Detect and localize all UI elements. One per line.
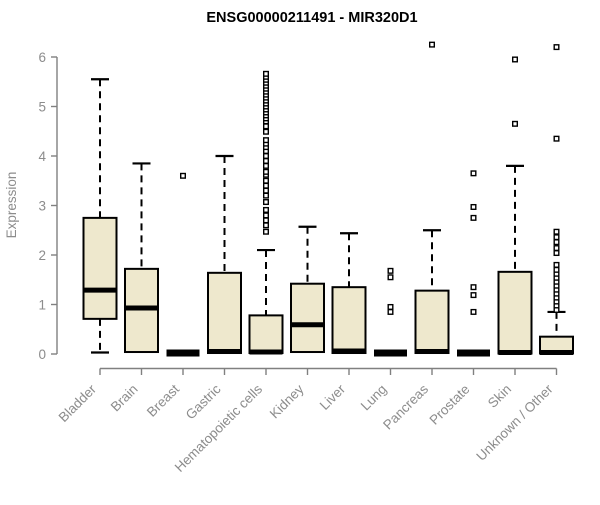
y-tick-label: 3 [38,199,46,214]
x-category-label: Brain [108,382,141,415]
outlier-point [263,157,270,164]
x-category-label: Kidney [267,381,307,421]
outlier-point [387,308,394,315]
x-category-label: Lung [358,382,390,414]
outlier-point [470,203,477,210]
box-rect [497,270,533,355]
outlier-point [387,267,394,274]
x-category-label: Bladder [56,381,100,425]
outlier-point [553,245,560,252]
x-category-label: Prostate [426,382,472,428]
x-category-label: Skin [485,382,514,411]
outlier-point [470,284,477,291]
y-tick-label: 4 [38,149,46,164]
outlier-point [553,44,560,51]
outlier-point [553,261,560,268]
x-category-label: Breast [144,381,182,419]
outlier-point [553,135,560,142]
box-rect [414,289,450,355]
outlier-point [263,217,270,224]
outlier-point [553,266,560,273]
outlier-point [470,170,477,177]
outlier-point [387,303,394,310]
x-category-label: Liver [317,381,349,413]
y-tick-label: 1 [38,298,46,313]
outlier-point [179,172,186,179]
outlier-point [553,228,560,235]
outlier-point [263,70,270,77]
y-axis-label: Expression [4,172,19,239]
outlier-point [429,41,436,48]
box-rect [82,216,118,320]
outlier-point [512,56,519,63]
outlier-point [512,120,519,127]
outlier-point [470,214,477,221]
outlier-point [263,182,270,189]
outlier-point [263,222,270,229]
chart-title: ENSG00000211491 - MIR320D1 [206,10,417,26]
flat-box [166,349,200,357]
y-tick-label: 6 [38,50,46,65]
flat-box [457,349,490,357]
outlier-point [263,192,270,199]
outlier-point [263,228,270,235]
outlier-point [470,292,477,299]
y-tick-label: 0 [38,347,46,362]
box-rect [207,271,242,355]
outlier-point [263,162,270,169]
outlier-point [263,128,270,135]
flat-box [374,349,407,357]
outlier-point [263,177,270,184]
outlier-point [263,212,270,219]
x-category-label: Gastric [183,381,224,422]
outlier-point [263,137,270,144]
outlier-point [263,199,270,206]
y-tick-label: 2 [38,248,46,263]
box-rect [290,282,325,354]
x-category-label: Pancreas [380,381,431,432]
box-rect [248,314,284,355]
outlier-point [553,234,560,241]
outlier-point [553,239,560,246]
box-rect [331,286,367,355]
outlier-point [263,123,270,130]
outlier-point [263,168,270,175]
y-tick-label: 5 [38,100,46,115]
outlier-point [263,206,270,213]
outlier-point [470,308,477,315]
outlier-point [263,187,270,194]
x-category-label: Unknown / Other [473,381,556,464]
outlier-point [553,250,560,257]
outlier-point [263,152,270,159]
outlier-point [387,274,394,281]
